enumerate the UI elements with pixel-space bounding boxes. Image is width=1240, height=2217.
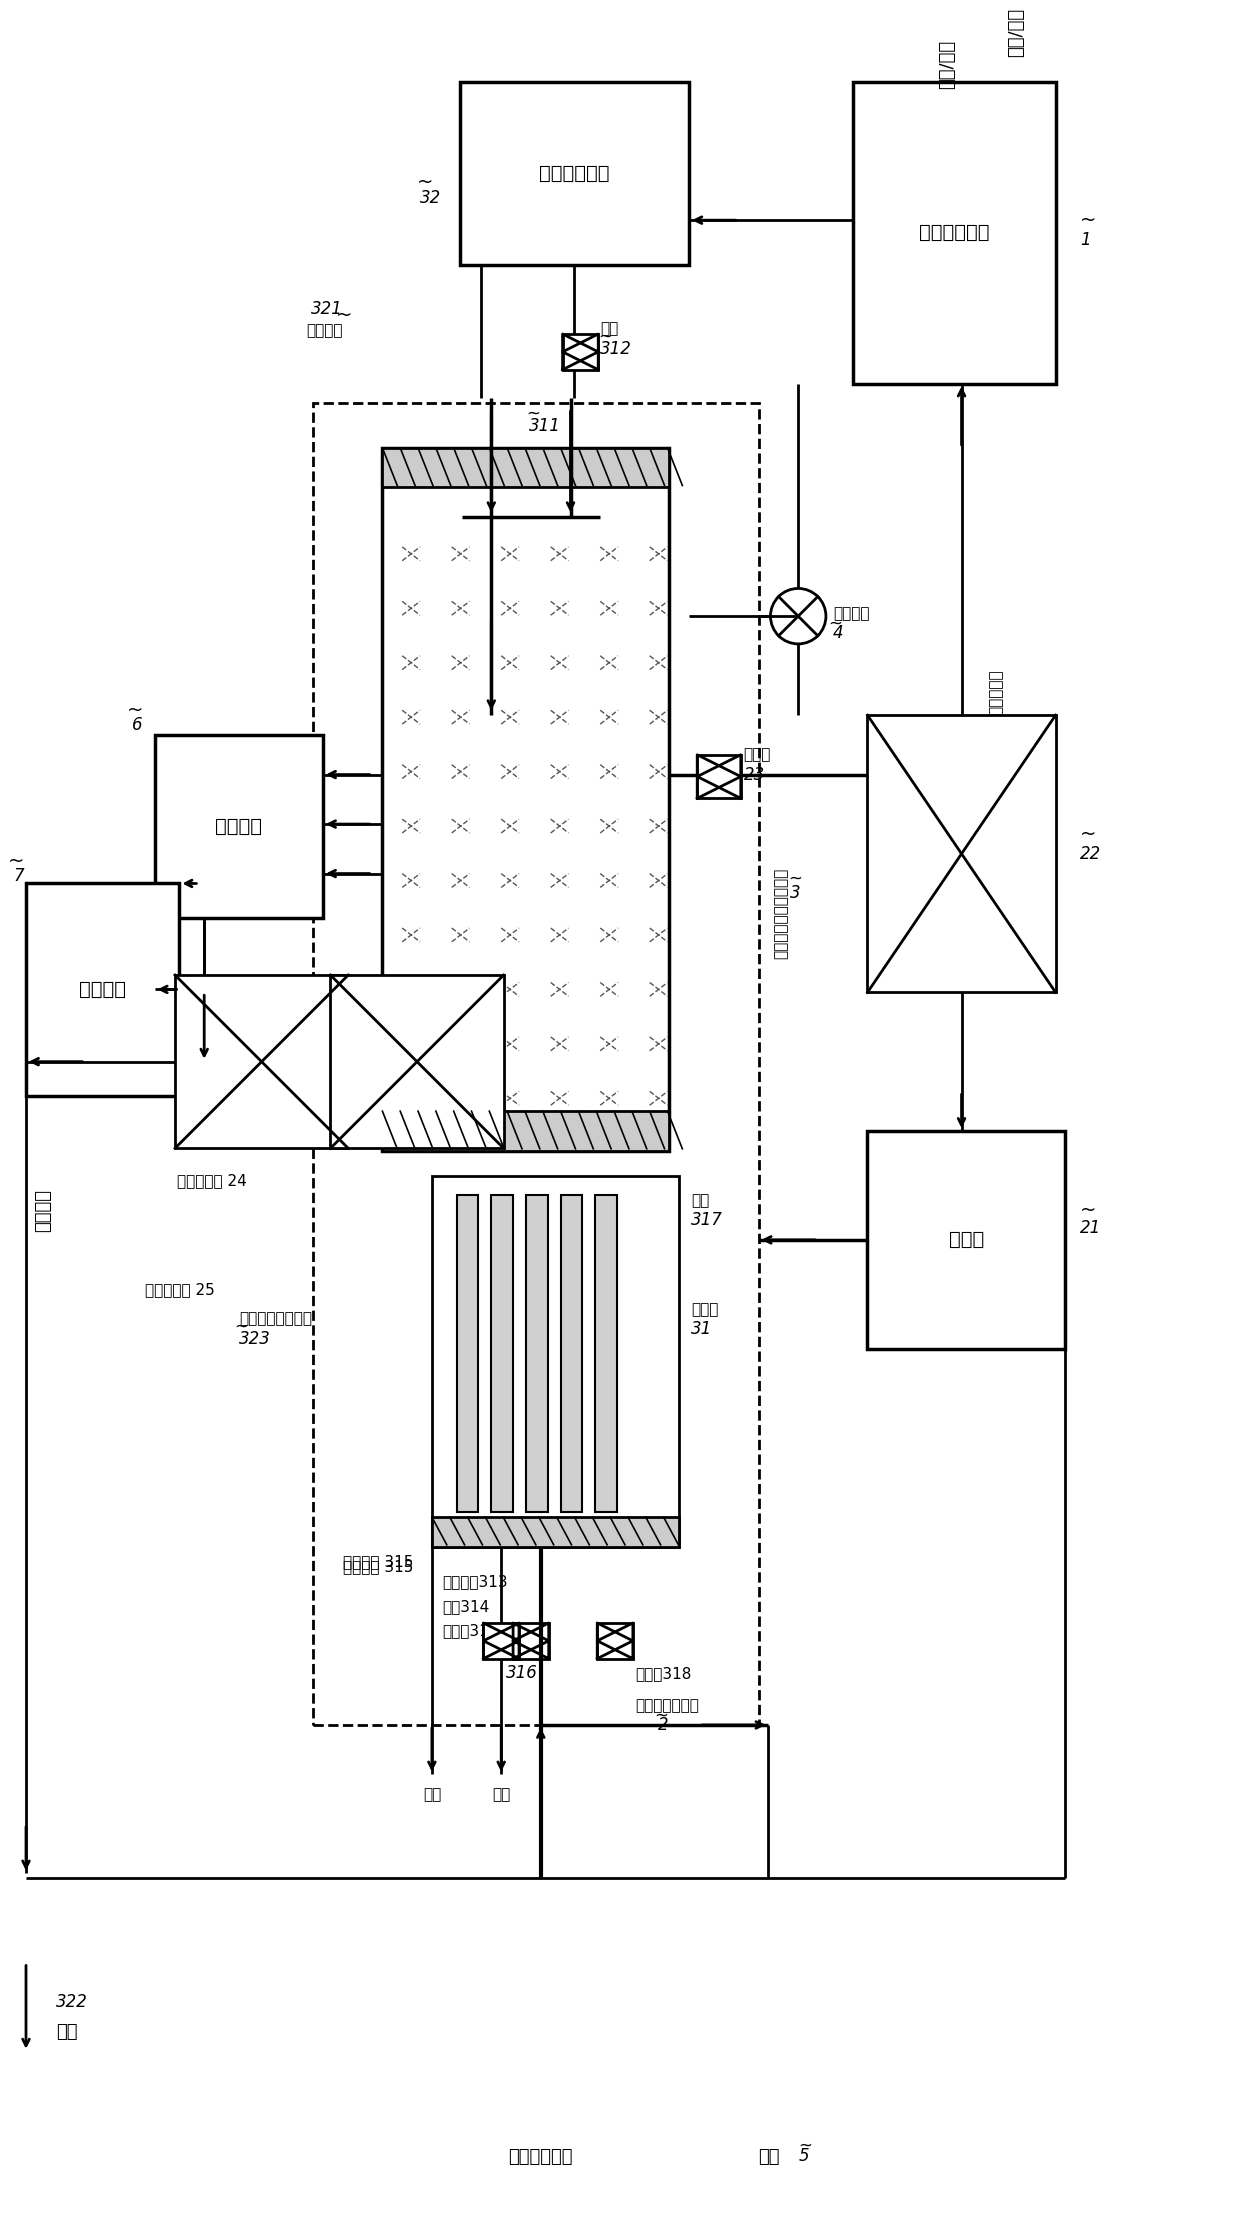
Bar <box>868 716 1055 993</box>
Bar <box>595 1195 618 1512</box>
Text: 1: 1 <box>1080 231 1091 248</box>
Text: ~: ~ <box>1080 1202 1096 1219</box>
Bar <box>330 975 503 1148</box>
Text: 317: 317 <box>691 1210 723 1228</box>
Text: ~: ~ <box>1080 825 1096 842</box>
Text: 出气: 出气 <box>56 2022 77 2042</box>
Text: 第二换热器 24: 第二换热器 24 <box>177 1173 247 1188</box>
Text: 蒸气: 蒸气 <box>758 2148 779 2166</box>
Text: ~: ~ <box>526 403 539 421</box>
Text: 气管: 气管 <box>691 1193 709 1208</box>
Text: 5: 5 <box>799 2146 808 2164</box>
Bar <box>598 1623 632 1658</box>
Text: 液液出口 315: 液液出口 315 <box>342 1554 413 1570</box>
Text: 调湿装置: 调湿装置 <box>833 605 869 621</box>
Text: 节流阀: 节流阀 <box>744 747 771 763</box>
Text: ~: ~ <box>126 701 143 721</box>
Text: 注气管路: 注气管路 <box>306 324 342 339</box>
Text: ~: ~ <box>234 1317 248 1337</box>
Text: 311: 311 <box>529 417 560 435</box>
Text: ~: ~ <box>655 1707 668 1725</box>
Text: 23: 23 <box>744 765 765 783</box>
Text: 尾气/废气: 尾气/废气 <box>1007 7 1025 58</box>
Text: 第一热交换流路: 第一热交换流路 <box>635 1698 698 1714</box>
Bar <box>460 82 689 264</box>
Bar <box>175 975 348 1148</box>
Text: ~: ~ <box>7 851 24 871</box>
Text: 第二净化与热交换装置: 第二净化与热交换装置 <box>774 867 789 958</box>
Text: 净化气体: 净化气体 <box>33 1188 52 1233</box>
Text: 第二液体换热介质: 第二液体换热介质 <box>239 1312 311 1326</box>
Text: ~: ~ <box>417 173 434 193</box>
Bar <box>314 403 759 1725</box>
Text: ~: ~ <box>828 614 842 632</box>
Text: ~: ~ <box>789 869 802 887</box>
Bar <box>563 335 598 370</box>
Text: 液液出口 315: 液液出口 315 <box>342 1559 413 1574</box>
Text: 323: 323 <box>239 1330 270 1348</box>
Bar <box>155 736 322 918</box>
Text: ~: ~ <box>799 2137 812 2155</box>
Text: 气体分配装置: 气体分配装置 <box>539 164 610 182</box>
Text: 316: 316 <box>506 1665 538 1683</box>
Text: 除液装置: 除液装置 <box>79 980 126 1000</box>
Bar <box>491 1195 513 1512</box>
Bar <box>513 1623 549 1658</box>
Bar <box>560 1195 583 1512</box>
Text: 集气装置: 集气装置 <box>216 818 263 836</box>
Text: ~: ~ <box>336 306 352 324</box>
Text: 31: 31 <box>691 1319 713 1339</box>
Text: 2: 2 <box>657 1716 668 1734</box>
Text: 6: 6 <box>133 716 143 734</box>
Bar <box>382 448 670 1151</box>
Bar <box>456 1195 479 1512</box>
Text: 321: 321 <box>311 299 342 319</box>
Text: 泥浆: 泥浆 <box>423 1787 441 1802</box>
Bar <box>382 1111 670 1151</box>
Bar <box>853 82 1055 384</box>
Bar <box>382 448 670 488</box>
Bar <box>432 1516 680 1547</box>
Text: 第一换热器: 第一换热器 <box>988 670 1003 716</box>
Text: 废液出口313: 废液出口313 <box>441 1574 507 1590</box>
Text: 控制阀318: 控制阀318 <box>635 1665 691 1680</box>
Text: 322: 322 <box>56 1993 88 2011</box>
Text: 污泥干化装置: 污泥干化装置 <box>919 224 990 242</box>
Text: 21: 21 <box>1080 1219 1101 1237</box>
Bar <box>697 754 740 798</box>
Text: 3: 3 <box>790 885 801 902</box>
Text: 热交槽: 热交槽 <box>691 1301 719 1317</box>
Text: 控制阀314: 控制阀314 <box>441 1623 498 1638</box>
Text: 压缩气体入口: 压缩气体入口 <box>508 2148 573 2166</box>
Text: 清液: 清液 <box>600 321 619 337</box>
Text: 压缩机: 压缩机 <box>949 1230 985 1250</box>
Text: 7: 7 <box>14 867 24 885</box>
Text: 22: 22 <box>1080 845 1101 862</box>
Text: 4: 4 <box>833 623 843 643</box>
Bar <box>26 882 180 1097</box>
Text: 尾气/废气: 尾气/废气 <box>937 40 956 89</box>
Bar <box>526 1195 548 1512</box>
Bar <box>868 1131 1065 1348</box>
Text: 第三换热器 25: 第三换热器 25 <box>145 1281 215 1297</box>
Text: 废液314: 废液314 <box>441 1598 489 1614</box>
Text: 32: 32 <box>420 188 441 208</box>
Bar <box>484 1623 520 1658</box>
Text: ~: ~ <box>598 328 613 346</box>
Text: ~: ~ <box>1080 211 1096 231</box>
Text: 312: 312 <box>600 339 632 357</box>
Text: 废液: 废液 <box>492 1787 511 1802</box>
Bar <box>432 1175 680 1547</box>
